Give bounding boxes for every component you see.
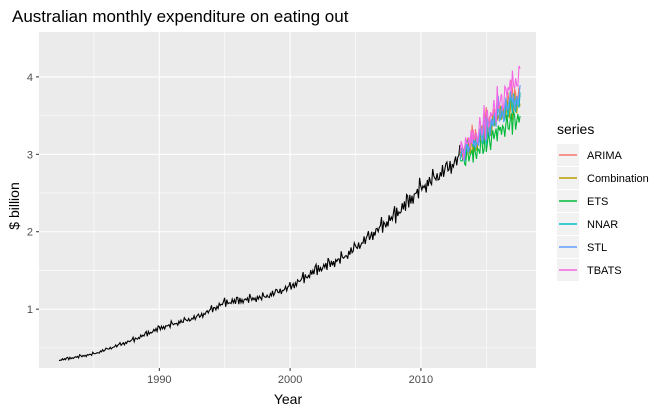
legend: series ARIMA Combination ETS NNAR STL TBATS xyxy=(557,121,649,281)
chart-title: Australian monthly expenditure on eating… xyxy=(12,7,349,26)
x-axis-title: Year xyxy=(274,391,303,407)
y-axis-title: $ billion xyxy=(6,182,22,229)
legend-label-arima: ARIMA xyxy=(587,150,623,162)
legend-label-combination: Combination xyxy=(587,173,649,185)
series-lines xyxy=(58,65,521,362)
major-grid xyxy=(39,32,536,368)
x-tick-label: 2000 xyxy=(278,374,302,386)
minor-grid xyxy=(39,32,536,368)
y-axis: 1 2 3 4 xyxy=(27,72,39,316)
series-line-ets xyxy=(459,111,521,167)
x-tick-label: 1990 xyxy=(147,374,171,386)
y-tick-label: 4 xyxy=(27,72,33,84)
x-tick-label: 2010 xyxy=(409,374,433,386)
legend-label-tbats: TBATS xyxy=(587,265,622,277)
plot-panel xyxy=(39,32,536,368)
y-tick-label: 2 xyxy=(27,227,33,239)
y-tick-label: 3 xyxy=(27,149,33,161)
legend-title: series xyxy=(557,121,594,137)
series-line-tbats xyxy=(459,65,521,161)
legend-label-nnar: NNAR xyxy=(587,219,618,231)
y-tick-label: 1 xyxy=(27,304,33,316)
x-axis: 1990 2000 2010 xyxy=(147,368,433,386)
legend-label-ets: ETS xyxy=(587,196,608,208)
actual-series-line xyxy=(58,144,461,362)
legend-label-stl: STL xyxy=(587,242,607,254)
